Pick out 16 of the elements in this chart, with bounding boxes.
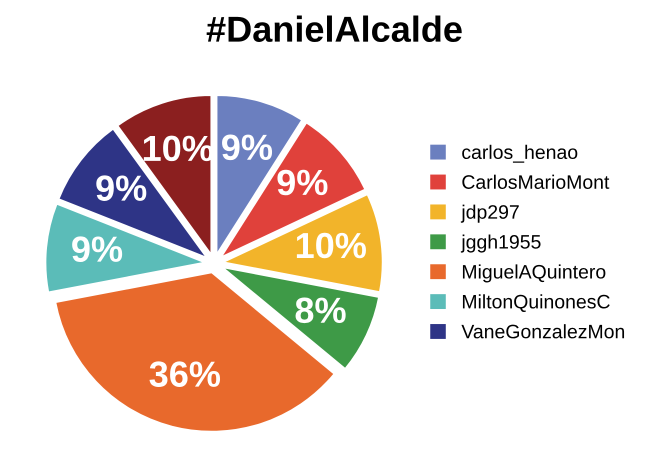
data-label: 10%	[144, 136, 213, 162]
data-label: 9%	[222, 134, 272, 160]
legend-label: carlos_henao	[462, 144, 578, 163]
data-label: 9%	[96, 175, 146, 201]
data-label: 8%	[296, 298, 346, 324]
legend-label: CarlosMarioMont	[462, 174, 610, 189]
data-label: 9%	[72, 236, 122, 262]
chart-title: #DanielAlcalde	[206, 16, 462, 42]
legend-label: MiltonQuinonesC	[462, 294, 610, 312]
legend-label: jdp297	[460, 204, 519, 223]
data-label: 36%	[150, 361, 220, 387]
data-label: 10%	[296, 232, 366, 258]
legend-label: MiguelAQuintero	[462, 264, 606, 282]
legend-label: jggh1955	[460, 234, 541, 253]
legend-label: VaneGonzalezMon	[461, 324, 624, 338]
data-label: 9%	[277, 170, 328, 196]
